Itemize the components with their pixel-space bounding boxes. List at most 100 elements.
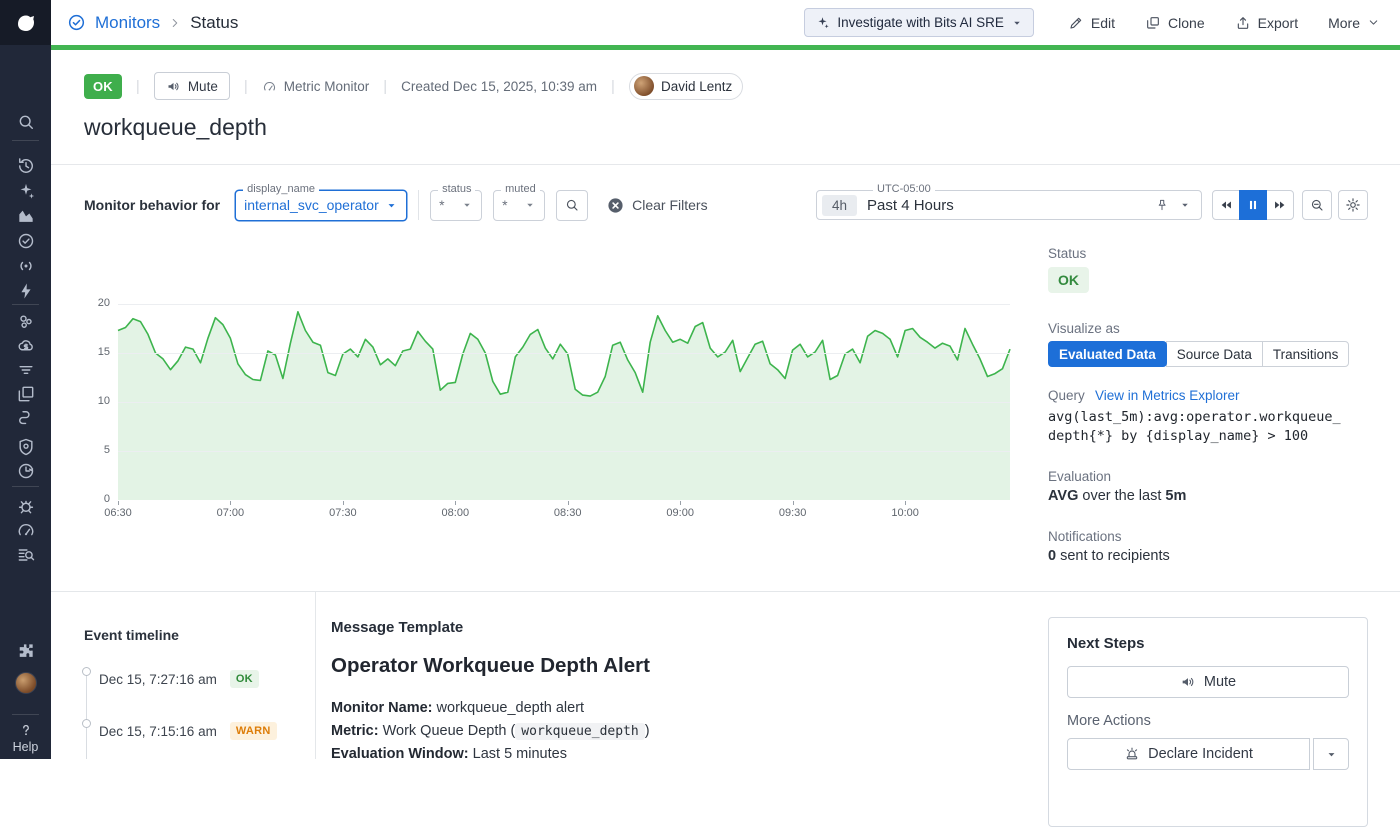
sidebar-item-slo[interactable] [0,461,51,481]
search-filter-button[interactable] [556,189,589,221]
sidebar-item-help[interactable] [0,721,51,739]
x-axis-tick-label: 10:00 [891,507,919,519]
more-button[interactable]: More [1328,15,1380,31]
x-axis-tick-label: 08:30 [553,507,582,519]
investigate-bits-ai-button[interactable]: Investigate with Bits AI SRE [804,8,1034,37]
caret-down-icon[interactable] [1179,199,1191,211]
author-name: David Lentz [660,78,733,94]
edit-button[interactable]: Edit [1068,15,1115,31]
sidebar-item-search[interactable] [0,112,51,132]
help-label[interactable]: Help [12,740,39,754]
timeline-node [82,719,91,728]
sidebar-item-synthetics[interactable] [0,256,51,276]
graph-settings-button[interactable] [1338,190,1368,220]
windows-icon [16,384,36,404]
export-button[interactable]: Export [1235,15,1298,31]
separator: | [243,77,248,95]
chart-line-series [117,311,1011,500]
speaker-icon [1180,674,1196,690]
sidebar-item-infrastructure[interactable] [0,312,51,332]
gear-icon [1345,197,1361,213]
status-filter-label: status [438,182,476,195]
breadcrumb: Monitors Status [66,12,238,33]
muted-filter[interactable]: muted * [493,182,546,221]
breadcrumb-monitors-link[interactable]: Monitors [95,12,161,32]
sidebar-item-cloud-cost[interactable] [0,336,51,356]
filter-row: Monitor behavior for display_name intern… [84,182,708,221]
sidebar-item-apm[interactable] [0,520,51,540]
message-template-title: Message Template [331,619,464,636]
edit-label: Edit [1090,14,1116,31]
monitor-history-chart[interactable]: 0 5 10 15 20 06:30 07:00 07:30 08:00 08:30 09:00 09… [98,297,1011,519]
behavior-label: Monitor behavior for [84,197,221,213]
chart-gridline [118,353,1010,354]
timeline-node [82,667,91,676]
filter-lines-icon [16,360,36,380]
separator: | [611,77,615,95]
sidebar-item-service-map[interactable] [0,408,51,428]
pin-icon[interactable] [1155,198,1169,212]
monitor-breadcrumb-icon [66,12,87,33]
declare-incident-caret-button[interactable] [1313,738,1349,770]
time-backward-button[interactable] [1212,190,1240,220]
sidebar-item-processes[interactable] [0,360,51,380]
metrics-explorer-link[interactable]: View in Metrics Explorer [1095,388,1240,403]
sidebar-item-security[interactable] [0,437,51,457]
field-label: Metric: [331,722,379,739]
app-sidebar: Help [0,0,51,759]
clone-button[interactable]: Clone [1145,15,1205,31]
x-axis-tick [680,501,682,505]
caret-down-icon [1011,17,1023,29]
timeline-event[interactable]: Dec 15, 7:27:16 am OK [99,670,259,688]
tab-evaluated-data[interactable]: Evaluated Data [1048,341,1167,367]
time-range-picker[interactable]: UTC-05:00 4h Past 4 Hours [816,183,1202,220]
status-filter[interactable]: status * [430,182,483,221]
filter-divider [418,190,420,220]
clear-filters-button[interactable]: Clear Filters [607,197,708,214]
next-steps-mute-button[interactable]: Mute [1067,666,1349,698]
pause-button[interactable] [1239,190,1267,220]
author-pill[interactable]: David Lentz [628,72,744,100]
sidebar-item-containers[interactable] [0,384,51,404]
zoom-out-button[interactable] [1302,190,1332,220]
chart-gridline [118,451,1010,452]
y-axis-tick-label: 0 [103,493,110,505]
tab-transitions[interactable]: Transitions [1261,341,1350,367]
x-axis-tick [342,501,344,505]
sidebar-item-account[interactable] [0,672,51,694]
x-axis-tick [567,501,569,505]
time-forward-button[interactable] [1266,190,1294,220]
sidebar-item-history[interactable] [0,156,51,176]
sidebar-item-metrics[interactable] [0,206,51,226]
message-field-metric: Metric: Work Queue Depth (workqueue_dept… [331,720,650,744]
timeline-event[interactable]: Dec 15, 7:15:16 am WARN [99,722,277,740]
mute-button[interactable]: Mute [153,72,230,100]
sidebar-item-integrations[interactable] [0,641,51,661]
evaluation-section-label: Evaluation [1048,469,1112,484]
sidebar-item-error-tracking[interactable] [0,496,51,516]
message-field-evaluation-window: Evaluation Window: Last 5 minutes [331,743,650,766]
datadog-logo[interactable] [0,0,51,45]
sidebar-item-logs[interactable] [0,545,51,565]
sidebar-item-events[interactable] [0,281,51,301]
hexagons-icon [16,312,36,332]
more-actions-label: More Actions [1067,713,1151,729]
sidebar-item-monitors[interactable] [0,231,51,251]
monitor-status-row: OK | Mute | Metric Monitor | Created Dec… [84,72,744,100]
status-section-label: Status [1048,246,1087,261]
clone-icon [1145,15,1161,31]
time-range-controls [1155,198,1191,212]
declare-incident-split-button: Declare Incident [1067,738,1349,770]
x-axis-tick [118,501,119,505]
metric-code-chip: workqueue_depth [515,722,645,740]
fast-forward-icon [1273,198,1287,212]
declare-incident-label: Declare Incident [1148,746,1253,762]
declare-incident-button[interactable]: Declare Incident [1067,738,1310,770]
display-name-filter[interactable]: display_name internal_svc_operator [235,182,408,221]
sidebar-item-bits-ai[interactable] [0,181,51,201]
evaluation-summary: AVG over the last 5m [1048,488,1186,504]
time-shortcut-chip[interactable]: 4h [822,194,858,216]
event-time: Dec 15, 7:15:16 am [99,723,217,739]
mute-label: Mute [187,78,218,94]
tab-source-data[interactable]: Source Data [1165,341,1263,367]
